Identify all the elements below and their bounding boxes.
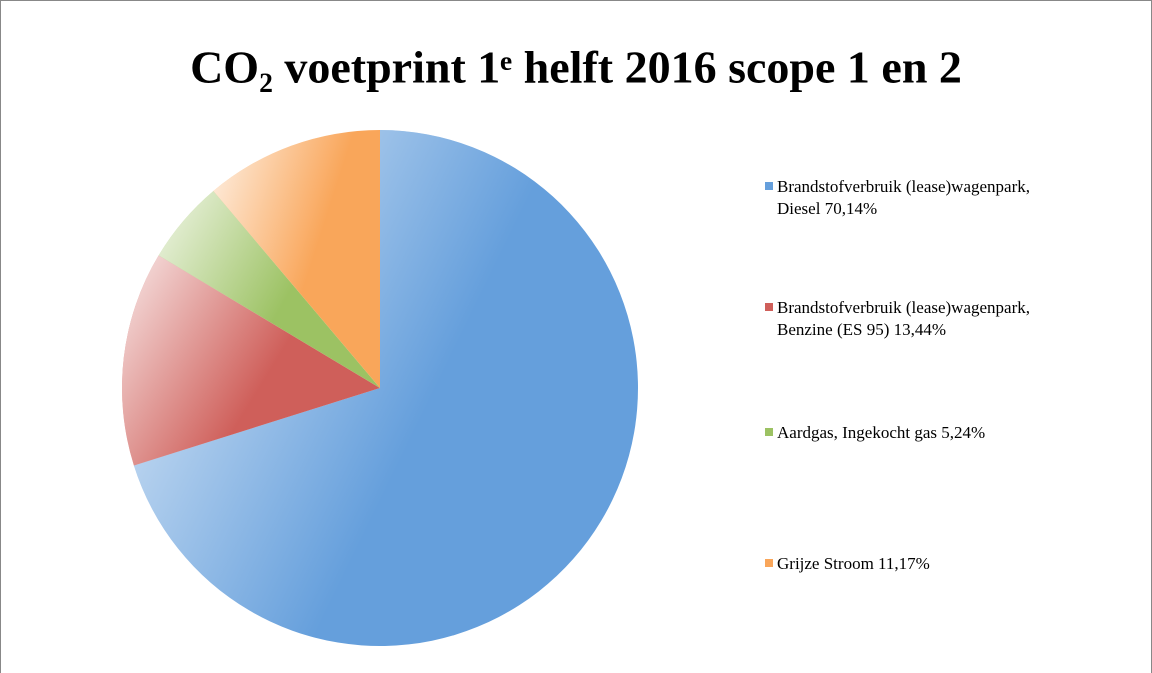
legend-value: 70,14% [824, 199, 878, 218]
legend-item: Grijze Stroom 11,17% [765, 553, 1039, 575]
legend-swatch [765, 559, 773, 567]
pie [121, 130, 639, 647]
legend-label: Brandstofverbruik (lease)wagenpark, Dies… [777, 177, 1031, 218]
legend-swatch [765, 303, 773, 311]
legend-item: Aardgas, Ingekocht gas 5,24% [765, 422, 1039, 444]
legend-value: 13,44% [893, 320, 947, 339]
legend-value: 11,17% [878, 554, 930, 573]
legend-label: Grijze Stroom [777, 554, 874, 573]
chart-title: CO₂ voetprint 1ᵉ helft 2016 scope 1 en 2 [190, 42, 962, 93]
legend-swatch [765, 182, 773, 190]
legend-label: Aardgas, Ingekocht gas [777, 423, 938, 442]
legend-swatch [765, 428, 773, 436]
legend-item: Brandstofverbruik (lease)wagenpark, Dies… [765, 176, 1039, 220]
legend-item: Brandstofverbruik (lease)wagenpark, Benz… [765, 297, 1039, 341]
legend-label: Brandstofverbruik (lease)wagenpark, Benz… [777, 298, 1031, 339]
legend-value: 5,24% [941, 423, 986, 442]
